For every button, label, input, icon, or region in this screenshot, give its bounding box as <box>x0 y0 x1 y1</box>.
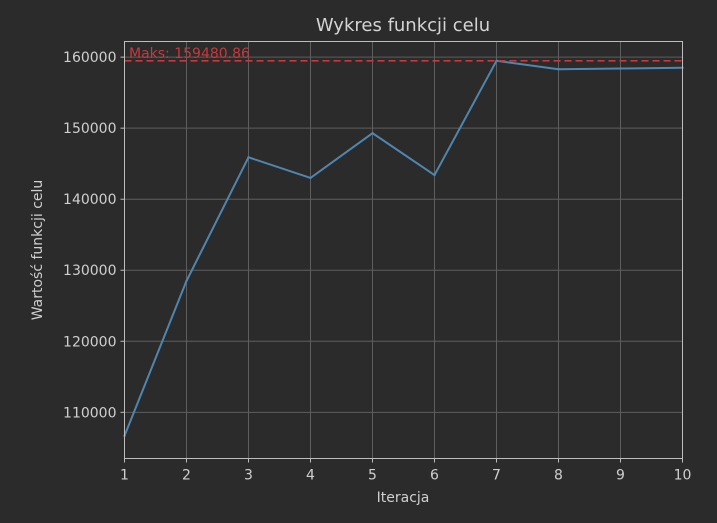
series-line <box>123 59 683 437</box>
x-axis-label: Iteracja <box>377 490 430 506</box>
x-tick-label: 7 <box>492 468 501 484</box>
x-tick-label: 1 <box>120 468 129 484</box>
plot-frame <box>124 41 683 459</box>
x-tick-label: 2 <box>182 468 191 484</box>
plot-area <box>123 59 684 437</box>
y-tick-label: 160000 <box>63 50 116 66</box>
grid <box>124 41 683 459</box>
y-tick-label: 110000 <box>63 405 116 421</box>
data-point <box>247 156 250 159</box>
data-point <box>619 67 622 70</box>
data-point <box>495 59 498 63</box>
y-tick-label: 140000 <box>63 192 116 208</box>
axis-ticks: 1 2 3 4 5 6 7 8 9 10 110000 120000 130000 140000 15000… <box>63 50 691 483</box>
chart-title: Wykres funkcji celu <box>316 15 490 36</box>
data-point <box>309 176 312 180</box>
y-tick-label: 120000 <box>63 334 116 350</box>
max-value-label: Maks: 159480.86 <box>129 46 250 62</box>
data-point <box>371 131 374 135</box>
x-tick-label: 8 <box>554 468 563 484</box>
x-tick-label: 4 <box>306 468 315 484</box>
x-tick-label: 3 <box>244 468 253 484</box>
data-point <box>557 68 560 71</box>
y-axis-label: Wartość funkcji celu <box>30 180 46 321</box>
y-tick-label: 130000 <box>63 263 116 279</box>
x-tick-label: 9 <box>616 468 625 484</box>
data-point <box>433 173 436 177</box>
x-tick-label: 5 <box>368 468 377 484</box>
x-tick-label: 10 <box>674 468 692 484</box>
data-point <box>185 279 188 283</box>
y-tick-label: 150000 <box>63 121 116 137</box>
x-tick-label: 6 <box>430 468 439 484</box>
